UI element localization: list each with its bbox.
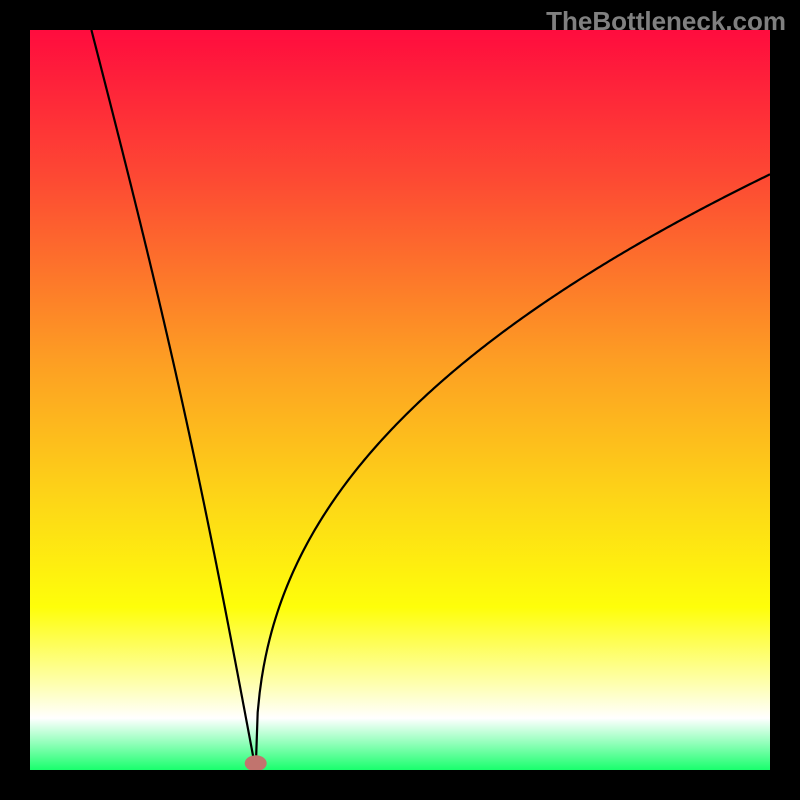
plot-area [30, 30, 770, 770]
chart-frame: TheBottleneck.com [0, 0, 800, 800]
gradient-background [30, 30, 770, 770]
